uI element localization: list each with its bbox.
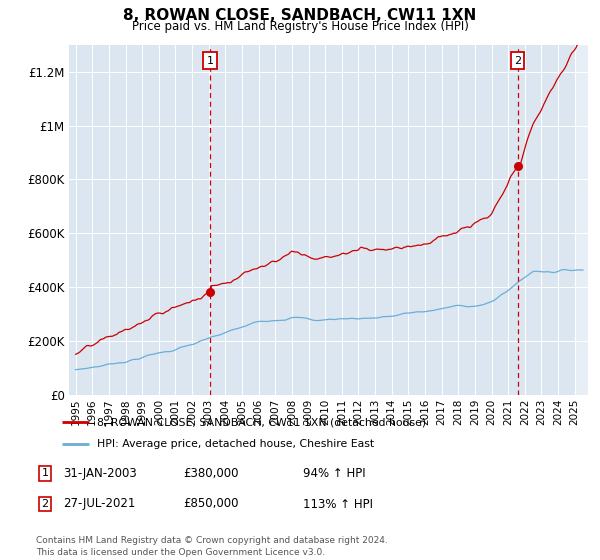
Text: 2: 2 [514,55,521,66]
Text: 8, ROWAN CLOSE, SANDBACH, CW11 1XN (detached house): 8, ROWAN CLOSE, SANDBACH, CW11 1XN (deta… [97,417,426,427]
Text: £850,000: £850,000 [183,497,239,511]
Text: 94% ↑ HPI: 94% ↑ HPI [303,466,365,480]
Text: 31-JAN-2003: 31-JAN-2003 [63,466,137,480]
Text: Price paid vs. HM Land Registry's House Price Index (HPI): Price paid vs. HM Land Registry's House … [131,20,469,32]
Text: HPI: Average price, detached house, Cheshire East: HPI: Average price, detached house, Ches… [97,439,374,449]
Text: 27-JUL-2021: 27-JUL-2021 [63,497,136,511]
Text: 1: 1 [41,468,49,478]
Text: £380,000: £380,000 [183,466,239,480]
Text: 113% ↑ HPI: 113% ↑ HPI [303,497,373,511]
Text: 2: 2 [41,499,49,509]
Text: 8, ROWAN CLOSE, SANDBACH, CW11 1XN: 8, ROWAN CLOSE, SANDBACH, CW11 1XN [124,8,476,24]
Text: Contains HM Land Registry data © Crown copyright and database right 2024.
This d: Contains HM Land Registry data © Crown c… [36,536,388,557]
Text: 1: 1 [206,55,214,66]
